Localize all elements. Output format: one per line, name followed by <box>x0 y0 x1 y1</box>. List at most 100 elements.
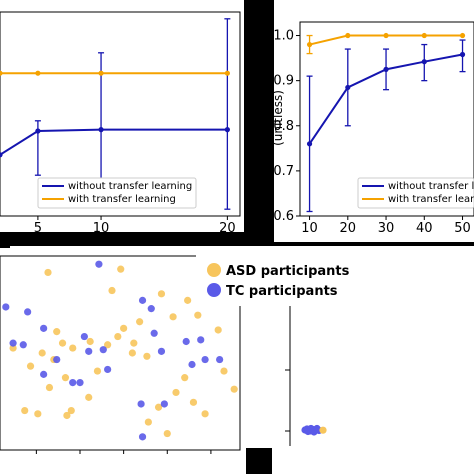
gap-divider-left <box>0 236 10 248</box>
panel-embedding-left-frame <box>0 255 241 451</box>
panel-sample-size-lines <box>306 32 466 147</box>
asd-point-27 <box>189 398 198 406</box>
tc-point-10 <box>147 305 155 313</box>
y-tick-label-4: 1.0 <box>273 29 294 44</box>
panel-kfold-lines <box>0 70 230 158</box>
tc-point-16 <box>188 360 196 369</box>
asd-point-12 <box>128 349 136 357</box>
scatter-legend: ASD participants TC participants <box>196 254 350 306</box>
tc-cluster-point-9 <box>313 424 321 433</box>
tc-point-15 <box>201 355 209 364</box>
asd-point-15 <box>114 332 122 341</box>
legend-label-without-b: without transfer learning <box>388 181 474 192</box>
tc-point-0 <box>95 260 103 268</box>
panel-embedding-left <box>0 248 244 474</box>
series-point-0-3 <box>421 59 427 65</box>
series-point-1-1 <box>35 70 41 76</box>
panel-sample-size-frame <box>299 21 474 217</box>
tc-point-25 <box>104 365 112 374</box>
asd-point-32 <box>220 367 228 375</box>
scatter-legend-label-tc: TC participants <box>226 284 338 299</box>
tc-point-6 <box>85 347 93 355</box>
x-tick-label-2: 30 <box>378 221 395 236</box>
panel-kfold-legend-box <box>37 177 197 209</box>
series-point-1-4 <box>459 32 466 39</box>
gap-divider-top <box>244 0 274 242</box>
y-tick-label-2: 0.8 <box>273 119 294 134</box>
y-tick-label-3: 0.9 <box>273 74 294 89</box>
panel-sample-size-ticks: 10 20 30 40 50 0.6 0.7 0.8 0.9 1.0 <box>273 29 470 236</box>
asd-point-24 <box>85 393 93 401</box>
asd-point-7 <box>136 318 144 326</box>
asd-point-30 <box>163 429 171 438</box>
series-point-0-4 <box>459 51 466 58</box>
tc-point-4 <box>9 339 17 347</box>
panel-embedding-right-points <box>301 424 327 436</box>
asd-point-37 <box>93 367 102 375</box>
scatter-legend-label-asd: ASD participants <box>226 264 350 279</box>
tc-point-17 <box>76 378 84 387</box>
legend-label-with: with transfer learning <box>68 194 176 205</box>
asd-point-0 <box>44 268 52 277</box>
tc-point-22 <box>216 355 224 364</box>
series-point-1-1 <box>345 32 351 39</box>
series-point-1-3 <box>224 70 230 76</box>
gap-divider-bottom <box>246 448 272 474</box>
panel-embedding-left-points <box>2 260 238 441</box>
asd-cluster-point-0 <box>319 426 327 434</box>
tc-point-3 <box>40 324 48 332</box>
series-point-1-3 <box>421 32 427 39</box>
tc-point-8 <box>53 355 61 364</box>
tc-point-9 <box>138 296 147 304</box>
series-point-0-1 <box>345 84 351 91</box>
tc-point-18 <box>69 378 77 387</box>
asd-point-11 <box>104 341 112 349</box>
asd-point-39 <box>130 339 138 347</box>
panel-sample-size-ylabel: (unitless) <box>271 90 285 146</box>
scatter-legend-marker-asd <box>207 263 221 277</box>
asd-point-19 <box>61 374 70 382</box>
x-tick-label-0: 5 <box>34 221 42 236</box>
series-point-1-0 <box>306 41 313 48</box>
asd-point-17 <box>38 349 46 357</box>
x-tick-label-4: 50 <box>454 221 471 236</box>
panel-kfold-frame <box>0 11 241 217</box>
tc-point-23 <box>40 370 48 378</box>
series-point-0-0 <box>0 152 3 158</box>
panel-embedding-left-ticks <box>35 450 212 454</box>
panel-kfold: 5 10 20 without transfer learning with tra… <box>0 11 241 236</box>
tc-point-2 <box>24 308 32 316</box>
asd-point-31 <box>201 410 209 418</box>
tc-point-11 <box>150 329 158 337</box>
series-point-0-0 <box>306 141 313 147</box>
series-point-1-2 <box>98 70 104 76</box>
series-point-0-3 <box>224 127 230 133</box>
series-point-1-2 <box>383 32 389 39</box>
asd-point-9 <box>53 328 61 336</box>
tc-cluster-point-8 <box>307 424 315 433</box>
asd-point-23 <box>63 411 71 420</box>
tc-point-20 <box>138 433 147 441</box>
asd-point-22 <box>34 410 42 418</box>
tc-point-14 <box>197 336 205 344</box>
scatter-legend-box <box>196 254 336 306</box>
asd-point-28 <box>154 403 163 411</box>
asd-point-21 <box>21 406 29 415</box>
series-point-0-1 <box>35 128 41 134</box>
asd-point-35 <box>26 362 35 370</box>
x-tick-label-0: 10 <box>301 221 318 236</box>
tc-point-19 <box>137 400 145 408</box>
x-tick-label-3: 40 <box>416 221 433 236</box>
asd-point-8 <box>120 324 128 332</box>
panel-kfold-ticks: 5 10 20 <box>34 216 236 236</box>
asd-point-6 <box>169 313 177 321</box>
asd-point-10 <box>58 339 67 347</box>
tc-point-7 <box>99 346 107 354</box>
legend-label-without: without transfer learning <box>68 181 192 192</box>
series-point-1-0 <box>0 70 3 76</box>
tc-point-13 <box>182 337 190 346</box>
asd-point-29 <box>144 418 152 426</box>
asd-point-13 <box>143 352 151 360</box>
asd-point-2 <box>108 286 116 295</box>
